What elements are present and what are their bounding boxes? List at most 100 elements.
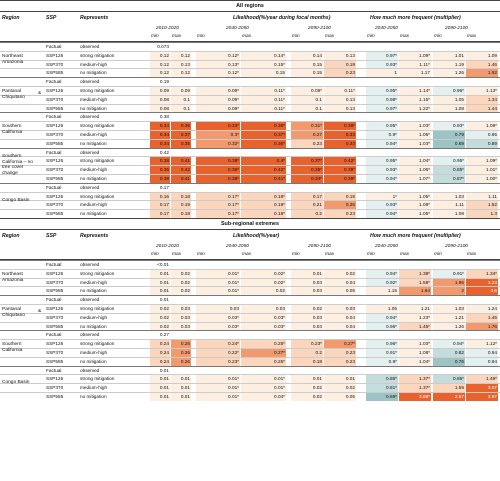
value-cell: 0.03 (291, 322, 323, 331)
ssp-cell: Factual (46, 44, 62, 49)
value-cell: 0.08 (150, 95, 170, 104)
value-cell: 0.85* (433, 375, 465, 384)
value-cell: 0.24 (150, 357, 170, 366)
value-cell: 0.13 (324, 104, 356, 113)
value-cell: 1.05 (433, 95, 465, 104)
ssp-cell: SSP585 (46, 105, 64, 111)
table-row: SSP585 no mitigation 0.01 0.02 0.01* 0.02 0.03… (0, 286, 500, 296)
value-cell: 0.09* (291, 86, 323, 95)
value-cell: 0.26 (324, 201, 356, 210)
value-cell: 0.02 (150, 304, 170, 313)
ssp-cell: SSP370 (46, 202, 64, 208)
col-min: min (151, 251, 159, 257)
freq-period-2040-2050: 2040-2050 (375, 26, 398, 31)
ssp-cell: SSP126 (46, 376, 64, 382)
table-row: SSP370 medium-high 0.01 0.02 0.01* 0.02* 0.03 0… (0, 277, 500, 287)
value-cell: 0.27 (291, 130, 323, 139)
value-cell: 0.01 (159, 367, 169, 373)
ampersand: & (38, 90, 42, 96)
ssp-cell: Factual (46, 79, 62, 85)
value-cell: 0.32* (196, 139, 240, 148)
ssp-cell: SSP126 (46, 52, 64, 58)
value-cell: 0.42 (171, 166, 191, 174)
value-cell: 0.2 (291, 210, 323, 218)
represents-cell: strong mitigation (80, 305, 115, 311)
value-cell: 0.18 (171, 192, 191, 201)
col-max: max (467, 251, 477, 257)
ssp-cell: Factual (46, 297, 62, 303)
represents-cell: medium-high (80, 202, 108, 208)
value-cell: 0.95* (433, 157, 465, 166)
ssp-cell: SSP370 (46, 349, 64, 355)
value-cell: 0.01 (150, 375, 170, 384)
table-row: Factual observed 0.38 (0, 112, 500, 121)
value-cell: 0.38 (150, 174, 170, 183)
value-cell: 0.39* (324, 166, 356, 174)
value-cell: 0.12 (150, 51, 170, 60)
value-cell: 0.93* (366, 201, 398, 210)
value-cell: 3.88* (399, 392, 431, 401)
value-cell: 0.23 (324, 69, 356, 78)
ssp-cell: SSP370 (46, 314, 64, 320)
value-cell: 1.96 (433, 278, 465, 287)
value-cell: 0.94* (433, 340, 465, 348)
value-cell: 1.07* (399, 174, 431, 183)
value-cell: 1.34 (466, 95, 498, 104)
ssp-header: SSP (46, 232, 57, 239)
value-cell: 0.38 (150, 157, 170, 166)
value-cell: 1.08 (433, 104, 465, 113)
value-cell: 0.23* (196, 357, 240, 366)
region-label-line: tree cover (2, 165, 24, 171)
ssp-cell: SSP585 (46, 358, 64, 364)
value-cell: 0.01 (150, 384, 170, 392)
section-title: All regions (0, 0, 500, 11)
value-cell: 0.02* (241, 269, 286, 278)
value-cell: 1.05* (399, 192, 431, 201)
value-cell: 0.42* (324, 157, 356, 166)
value-cell: 0.95* (366, 86, 398, 95)
value-cell: 0.01 (171, 392, 191, 401)
table-row: SSP370 medium-high 0.24 0.26 0.22* 0.27* 0.2 0.… (0, 347, 500, 357)
value-cell: 0.19 (324, 192, 356, 201)
value-cell: 1.03* (399, 340, 431, 348)
value-cell: 0.15* (241, 60, 286, 69)
value-cell: 1.26 (433, 69, 465, 78)
represents-cell: observed (80, 261, 100, 267)
represents-cell: strong mitigation (80, 270, 115, 276)
value-cell: 0.35 (171, 139, 191, 148)
value-cell: 0.35* (291, 166, 323, 174)
value-cell: 0.04 (324, 278, 356, 287)
value-cell: 0.21 (291, 201, 323, 210)
value-cell: 0.19 (159, 79, 169, 85)
region-label-line: Chiquitano (2, 312, 25, 318)
value-cell: 0.03 (291, 278, 323, 287)
value-cell: 0.12 (150, 69, 170, 78)
value-cell: 0.22* (196, 348, 240, 357)
ssp-cell: SSP370 (46, 385, 64, 391)
region-label-line: California (2, 129, 23, 135)
region-label: Pantanal Chiquitano (2, 89, 25, 100)
ssp-cell: Factual (46, 114, 62, 120)
value-cell: 1.11 (466, 192, 498, 201)
ssp-cell: SSP585 (46, 140, 64, 146)
value-cell: 0.01* (196, 269, 240, 278)
table-row: SSP370 medium-high 0.34 0.37 0.3* 0.37* 0.27 0.… (0, 129, 500, 139)
table-row: SSP370 medium-high 0.02 0.03 0.03* 0.03* 0.03 0… (0, 312, 500, 322)
value-cell: 1.37* (399, 384, 431, 392)
col-max: max (172, 34, 182, 39)
value-cell: 0.02 (150, 322, 170, 331)
likelihood-header: Likelihood(%/year) (233, 232, 280, 239)
represents-cell: medium-high (80, 349, 108, 355)
ssp-cell: SSP126 (46, 123, 64, 129)
region-group: Factual observed 0.01 SSP126 strong mitigati… (0, 365, 500, 401)
value-cell: 0.34 (150, 130, 170, 139)
value-cell: 0.03 (324, 304, 356, 313)
value-cell: 0.01* (196, 375, 240, 384)
represents-cell: medium-high (80, 385, 108, 391)
value-cell: 1.21 (399, 304, 431, 313)
value-cell: 1.15 (366, 287, 398, 296)
value-cell: 1.37* (399, 375, 431, 384)
region-group: Factual observed 0.01 SSP126 strong mitigati… (0, 295, 500, 331)
region-label-line: Amazonia (2, 277, 24, 283)
value-cell: 0.02 (171, 269, 191, 278)
